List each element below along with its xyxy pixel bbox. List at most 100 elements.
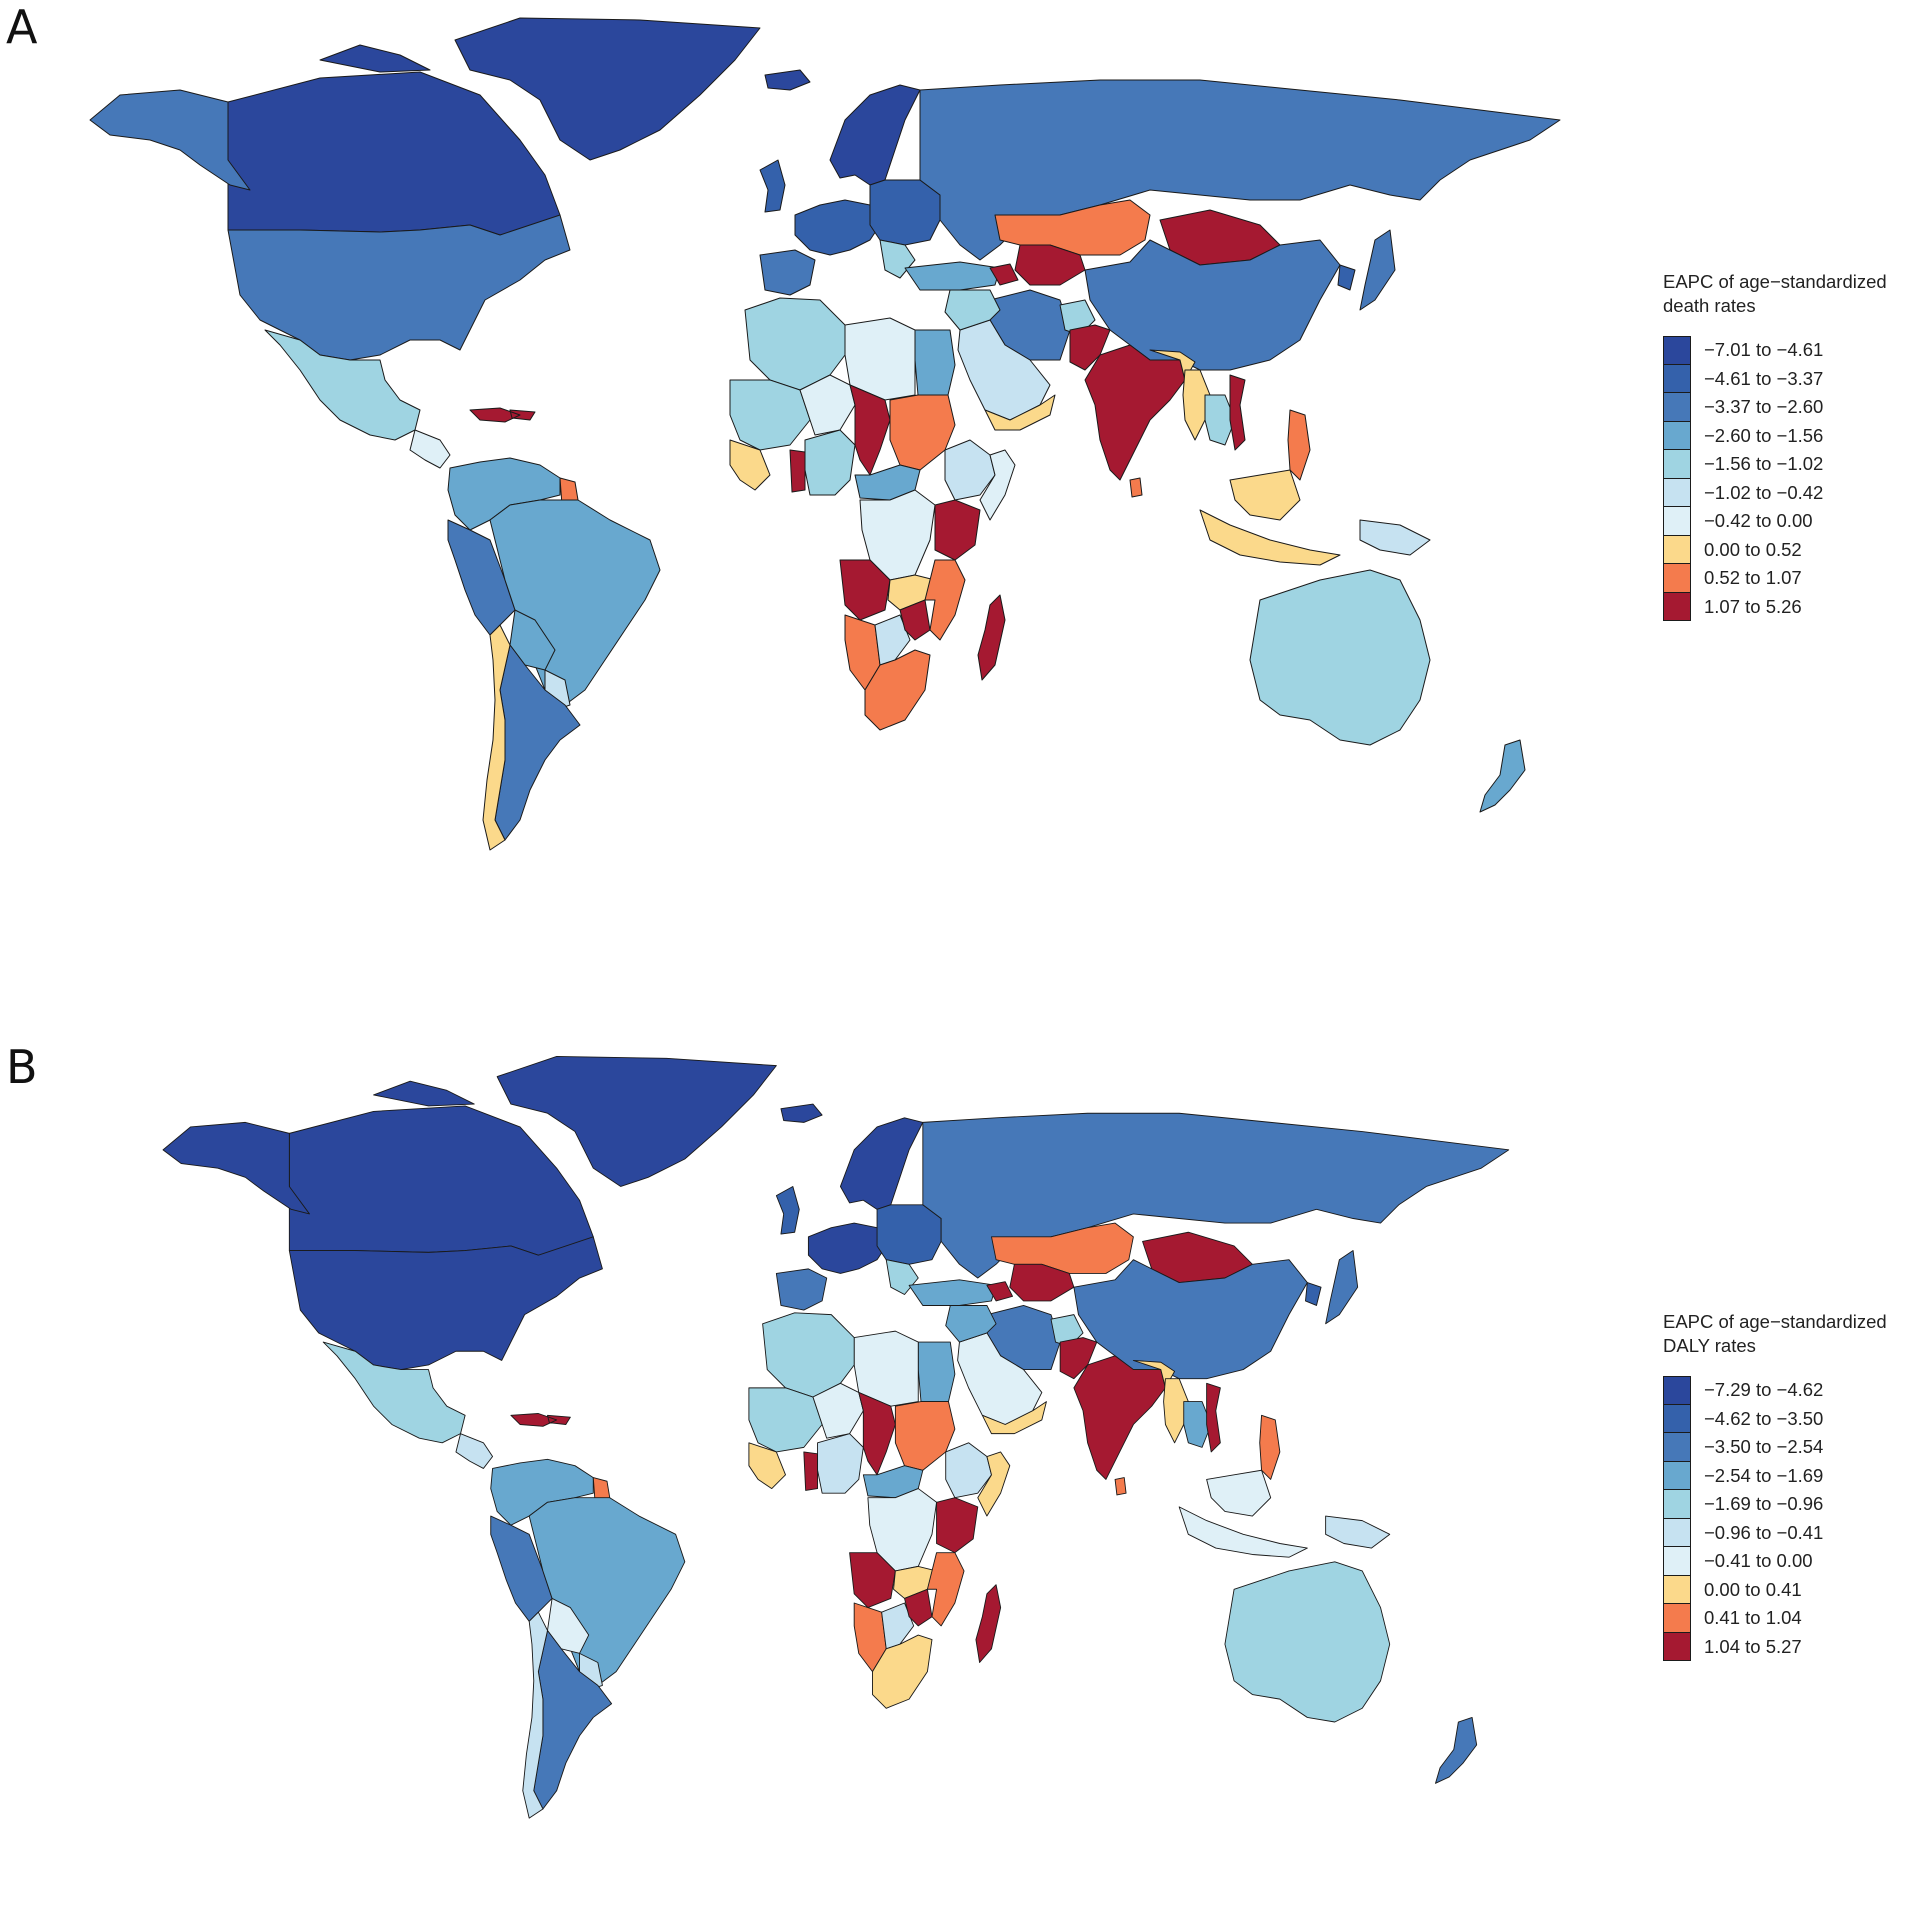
legend-label: 1.07 to 5.26 bbox=[1704, 595, 1802, 617]
region-myanmar bbox=[1182, 369, 1211, 441]
legend-title-line1: EAPC of age−standardized bbox=[1663, 1311, 1887, 1332]
legend-swatch bbox=[1663, 1461, 1691, 1490]
region-australia bbox=[1249, 569, 1431, 746]
region-nigeria bbox=[804, 429, 856, 496]
region-chile bbox=[482, 624, 511, 851]
legend: EAPC of age−standardized DALY rates −7.2… bbox=[1663, 1310, 1903, 1661]
region-scandinavia bbox=[839, 1117, 924, 1210]
region-thailand-laos bbox=[1204, 394, 1236, 446]
legend-swatch bbox=[1663, 478, 1691, 507]
legend-title-line2: death rates bbox=[1663, 295, 1756, 316]
region-turkey bbox=[908, 1279, 997, 1306]
region-zimbabwe bbox=[904, 1588, 933, 1627]
legend-item: −1.56 to −1.02 bbox=[1663, 450, 1903, 479]
region-greenland bbox=[454, 17, 761, 161]
region-south-africa bbox=[864, 649, 931, 731]
legend-item: −7.01 to −4.61 bbox=[1663, 336, 1903, 365]
legend-label: 0.41 to 1.04 bbox=[1704, 1607, 1802, 1629]
region-new-zealand bbox=[1479, 739, 1526, 813]
legend-item: −3.50 to −2.54 bbox=[1663, 1433, 1903, 1462]
region-indonesia bbox=[1199, 509, 1341, 566]
region-uk-ireland bbox=[759, 159, 786, 213]
region-vietnam bbox=[1229, 374, 1246, 451]
legend-item: −3.37 to −2.60 bbox=[1663, 393, 1903, 422]
region-mauritania-mali bbox=[729, 379, 811, 451]
legend-swatch bbox=[1663, 1547, 1691, 1576]
region-korea bbox=[1305, 1282, 1322, 1306]
region-india bbox=[1073, 1355, 1166, 1480]
legend-swatch bbox=[1663, 507, 1691, 536]
legend-label: −3.50 to −2.54 bbox=[1704, 1436, 1824, 1458]
legend-item: −2.60 to −1.56 bbox=[1663, 421, 1903, 450]
region-indonesia bbox=[1178, 1506, 1308, 1558]
legend-item: 1.04 to 5.27 bbox=[1663, 1632, 1903, 1661]
region-kazakhstan bbox=[994, 199, 1151, 256]
legend-swatch bbox=[1663, 450, 1691, 479]
region-zimbabwe bbox=[899, 599, 931, 641]
legend-swatch bbox=[1663, 1604, 1691, 1633]
panel-a: A EAPC of age−standardized death rates −… bbox=[0, 0, 1907, 958]
legend-swatch bbox=[1663, 592, 1691, 621]
map-regions bbox=[89, 17, 1561, 851]
legend-item: −0.96 to −0.41 bbox=[1663, 1518, 1903, 1547]
legend-swatch bbox=[1663, 535, 1691, 564]
region-iceland bbox=[780, 1103, 823, 1123]
region-japan bbox=[1325, 1250, 1359, 1325]
panel-b: B EAPC of age−standardized DALY rates −7… bbox=[0, 1040, 1907, 1917]
legend-label: −7.01 to −4.61 bbox=[1704, 339, 1824, 361]
region-ghana bbox=[803, 1451, 819, 1491]
legend-item: −2.54 to −1.69 bbox=[1663, 1461, 1903, 1490]
legend-items: −7.29 to −4.62 −4.62 to −3.50 −3.50 to −2.… bbox=[1663, 1376, 1903, 1661]
region-russia bbox=[922, 1112, 1510, 1279]
region-angola bbox=[849, 1552, 896, 1609]
legend-swatch bbox=[1663, 421, 1691, 450]
legend-item: −7.29 to −4.62 bbox=[1663, 1376, 1903, 1405]
region-central-africa bbox=[862, 1465, 924, 1499]
legend-item: 0.41 to 1.04 bbox=[1663, 1604, 1903, 1633]
legend-swatch bbox=[1663, 1518, 1691, 1547]
legend-label: −7.29 to −4.62 bbox=[1704, 1379, 1824, 1401]
region-caucasus bbox=[989, 263, 1019, 286]
region-drc bbox=[867, 1488, 938, 1572]
legend-title: EAPC of age−standardized death rates bbox=[1663, 270, 1903, 318]
region-central-america bbox=[455, 1433, 494, 1469]
region-western-europe bbox=[807, 1222, 887, 1274]
region-thailand-laos bbox=[1183, 1401, 1212, 1448]
legend-label: 1.04 to 5.27 bbox=[1704, 1635, 1802, 1657]
region-mexico bbox=[322, 1341, 466, 1444]
region-caribbean bbox=[469, 407, 536, 423]
region-uk-ireland bbox=[775, 1186, 800, 1235]
region-western-europe bbox=[794, 199, 881, 256]
region-vietnam bbox=[1206, 1382, 1221, 1453]
region-ghana bbox=[789, 449, 806, 493]
legend-item: 0.00 to 0.52 bbox=[1663, 535, 1903, 564]
region-philippines bbox=[1259, 1414, 1281, 1480]
region-mozambique bbox=[926, 1552, 965, 1627]
legend-label: −0.42 to 0.00 bbox=[1704, 510, 1813, 532]
region-central-africa bbox=[854, 464, 921, 501]
region-drc bbox=[859, 489, 936, 581]
region-central-asia bbox=[1014, 244, 1086, 286]
legend-label: −0.41 to 0.00 bbox=[1704, 1550, 1813, 1572]
region-myanmar bbox=[1163, 1378, 1189, 1444]
region-sri-lanka bbox=[1129, 477, 1143, 498]
region-mexico bbox=[264, 329, 421, 441]
legend-label: −0.96 to −0.41 bbox=[1704, 1521, 1824, 1543]
region-central-asia bbox=[1009, 1263, 1075, 1302]
region-maghreb bbox=[744, 297, 846, 391]
legend-items: −7.01 to −4.61 −4.61 to −3.37 −3.37 to −2.… bbox=[1663, 336, 1903, 621]
legend-swatch bbox=[1663, 1575, 1691, 1604]
region-korea bbox=[1337, 264, 1356, 291]
region-papua bbox=[1359, 519, 1431, 556]
region-australia bbox=[1224, 1561, 1391, 1723]
region-iberia bbox=[775, 1268, 828, 1311]
region-caucasus bbox=[986, 1281, 1014, 1302]
legend-item: −0.42 to 0.00 bbox=[1663, 507, 1903, 536]
legend-item: 1.07 to 5.26 bbox=[1663, 592, 1903, 621]
legend-label: 0.52 to 1.07 bbox=[1704, 567, 1802, 589]
region-tanzania bbox=[936, 1497, 979, 1554]
world-map bbox=[162, 1056, 1510, 1819]
legend-swatch bbox=[1663, 1490, 1691, 1519]
panel-label: A bbox=[6, 0, 38, 54]
region-papua bbox=[1325, 1515, 1391, 1549]
